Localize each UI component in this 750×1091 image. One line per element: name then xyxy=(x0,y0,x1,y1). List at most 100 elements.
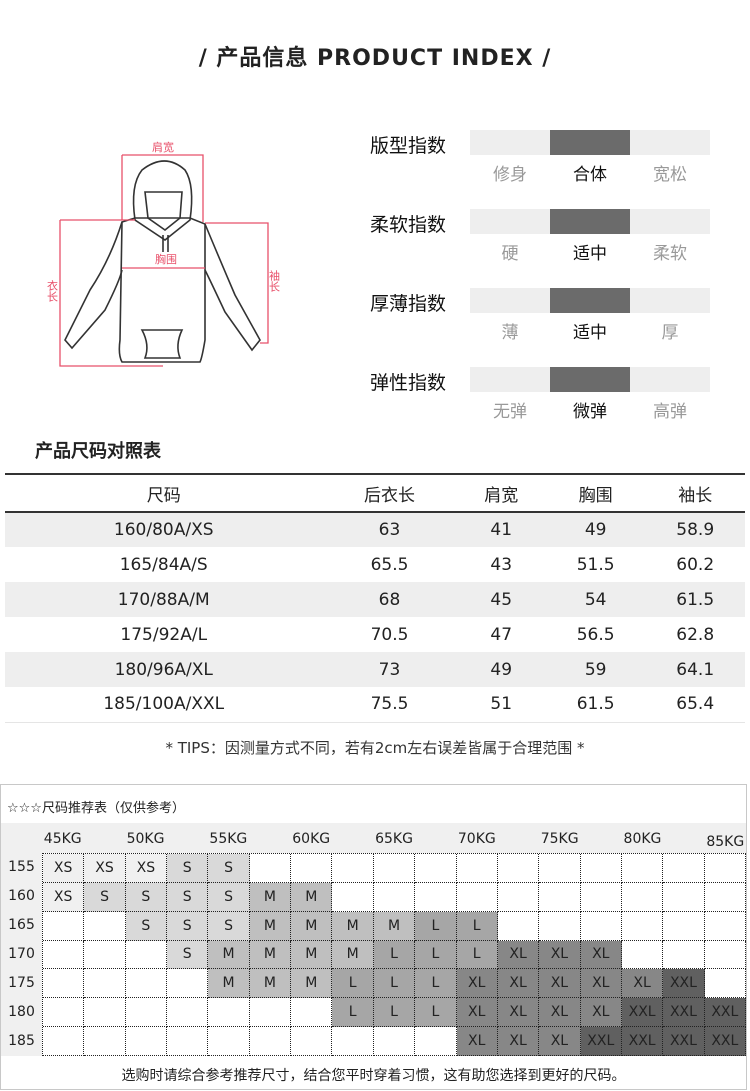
grid-cell xyxy=(621,911,664,941)
height-label: 180 xyxy=(8,1004,35,1020)
table-cell: 160/80A/XS xyxy=(5,512,323,547)
grid-cell xyxy=(497,911,540,941)
table-cell: 51.5 xyxy=(576,554,615,575)
index-bar-segment xyxy=(630,288,710,313)
grid-cell xyxy=(580,882,622,912)
table-cell: 65.4 xyxy=(645,687,745,723)
index-bar-segment xyxy=(630,209,710,234)
grid-cell: XXL xyxy=(663,998,705,1028)
table-row: 180/96A/XL 73 49 59 64.1 xyxy=(5,652,745,687)
grid-cell xyxy=(497,854,540,883)
table-cell: 61.5 xyxy=(645,582,745,617)
grid-cell: L xyxy=(373,998,416,1028)
grid-cell: XL xyxy=(621,969,664,999)
column-header: 胸围 xyxy=(545,474,646,513)
grid-cell: S xyxy=(84,882,126,912)
grid-cell xyxy=(704,854,746,883)
table-cell: 165/84A/S xyxy=(119,554,208,575)
grid-cell xyxy=(621,940,664,970)
page-title: / 产品信息 PRODUCT INDEX / xyxy=(198,46,552,71)
grid-cell: S xyxy=(125,911,168,941)
index-options: 薄 适中 厚 xyxy=(470,318,710,343)
index-option: 宽松 xyxy=(653,165,687,185)
grid-cell: M xyxy=(249,882,292,912)
grid-cell: M xyxy=(291,911,333,941)
table-cell: 49 xyxy=(545,512,646,547)
table-row: 185/100A/XXL 75.5 51 61.5 65.4 xyxy=(5,687,745,723)
table-cell: 180/96A/XL xyxy=(5,652,323,687)
grid-cell: L xyxy=(456,911,498,941)
grid-cell xyxy=(43,911,85,941)
height-label: 165 xyxy=(8,917,35,933)
table-cell: 63 xyxy=(322,512,457,547)
grid-cell xyxy=(332,1027,374,1056)
grid-cell: XL xyxy=(580,940,622,970)
grid-cell: XL xyxy=(497,940,540,970)
table-cell: 51 xyxy=(456,687,546,723)
table-cell: 185/100A/XXL xyxy=(5,687,323,723)
index-option: 合体 xyxy=(573,165,607,185)
grid-cell: XXL xyxy=(580,1027,622,1056)
sleeve-label: 袖长 xyxy=(268,269,281,292)
grid-cell: M xyxy=(291,940,333,970)
index-bar-segment xyxy=(470,209,550,234)
index-option: 硬 xyxy=(501,244,519,264)
grid-cell: L xyxy=(415,969,457,999)
index-option: 无弹 xyxy=(493,402,527,422)
grid-cell xyxy=(167,1027,209,1056)
table-cell: 49 xyxy=(456,652,546,687)
grid-cell: M xyxy=(249,969,292,999)
grid-cell: XL xyxy=(580,998,622,1028)
grid-cell xyxy=(43,998,85,1028)
grid-cell: S xyxy=(167,911,209,941)
index-bar-segment xyxy=(550,130,630,155)
grid-cell: M xyxy=(332,940,374,970)
weight-label: 55KG xyxy=(209,831,248,847)
table-cell: 59 xyxy=(545,652,646,687)
grid-cell: S xyxy=(125,882,168,912)
index-bar xyxy=(470,367,710,392)
table-cell: 56.5 xyxy=(576,624,615,645)
weight-label: 75KG xyxy=(540,831,579,847)
column-header: 肩宽 xyxy=(456,474,546,513)
grid-cell: L xyxy=(373,969,416,999)
grid-cell: M xyxy=(291,882,333,912)
grid-cell xyxy=(621,854,664,883)
grid-cell xyxy=(456,882,498,912)
grid-cell: XL xyxy=(456,969,498,999)
index-bar xyxy=(470,130,710,155)
grid-cell: XXL xyxy=(621,998,664,1028)
grid-cell xyxy=(539,854,581,883)
index-option: 柔软 xyxy=(653,244,687,264)
table-cell: 58.9 xyxy=(645,512,745,547)
index-option: 微弹 xyxy=(573,402,607,422)
weight-label: 65KG xyxy=(375,831,413,847)
grid-cell xyxy=(249,1027,292,1056)
grid-cell: L xyxy=(415,940,457,970)
table-cell: 61.5 xyxy=(545,687,646,723)
grid-cell: XL xyxy=(497,998,540,1028)
table-cell: 175/92A/L xyxy=(120,624,208,645)
grid-cell xyxy=(291,1027,333,1056)
grid-cell xyxy=(663,854,705,883)
table-cell: 47 xyxy=(490,624,513,645)
table-cell: 62.8 xyxy=(676,624,715,645)
shoulder-label: 肩宽 xyxy=(152,140,174,154)
grid-cell xyxy=(373,882,416,912)
table-cell: 54 xyxy=(545,582,646,617)
grid-cell: XS xyxy=(43,882,85,912)
chest-label: 胸围 xyxy=(155,252,177,266)
table-cell: 64.1 xyxy=(645,652,745,687)
grid-cell xyxy=(456,854,498,883)
grid-cell xyxy=(125,969,168,999)
grid-cell: XL xyxy=(497,1027,540,1056)
grid-cell: S xyxy=(208,911,250,941)
index-option: 适中 xyxy=(573,323,607,343)
column-header: 后衣长 xyxy=(322,474,457,513)
grid-cell: M xyxy=(373,911,416,941)
index-options: 修身 合体 宽松 xyxy=(470,160,710,185)
table-cell: 43 xyxy=(490,554,513,575)
grid-cell xyxy=(332,882,374,912)
grid-cell xyxy=(125,1027,168,1056)
grid-cell xyxy=(84,911,126,941)
